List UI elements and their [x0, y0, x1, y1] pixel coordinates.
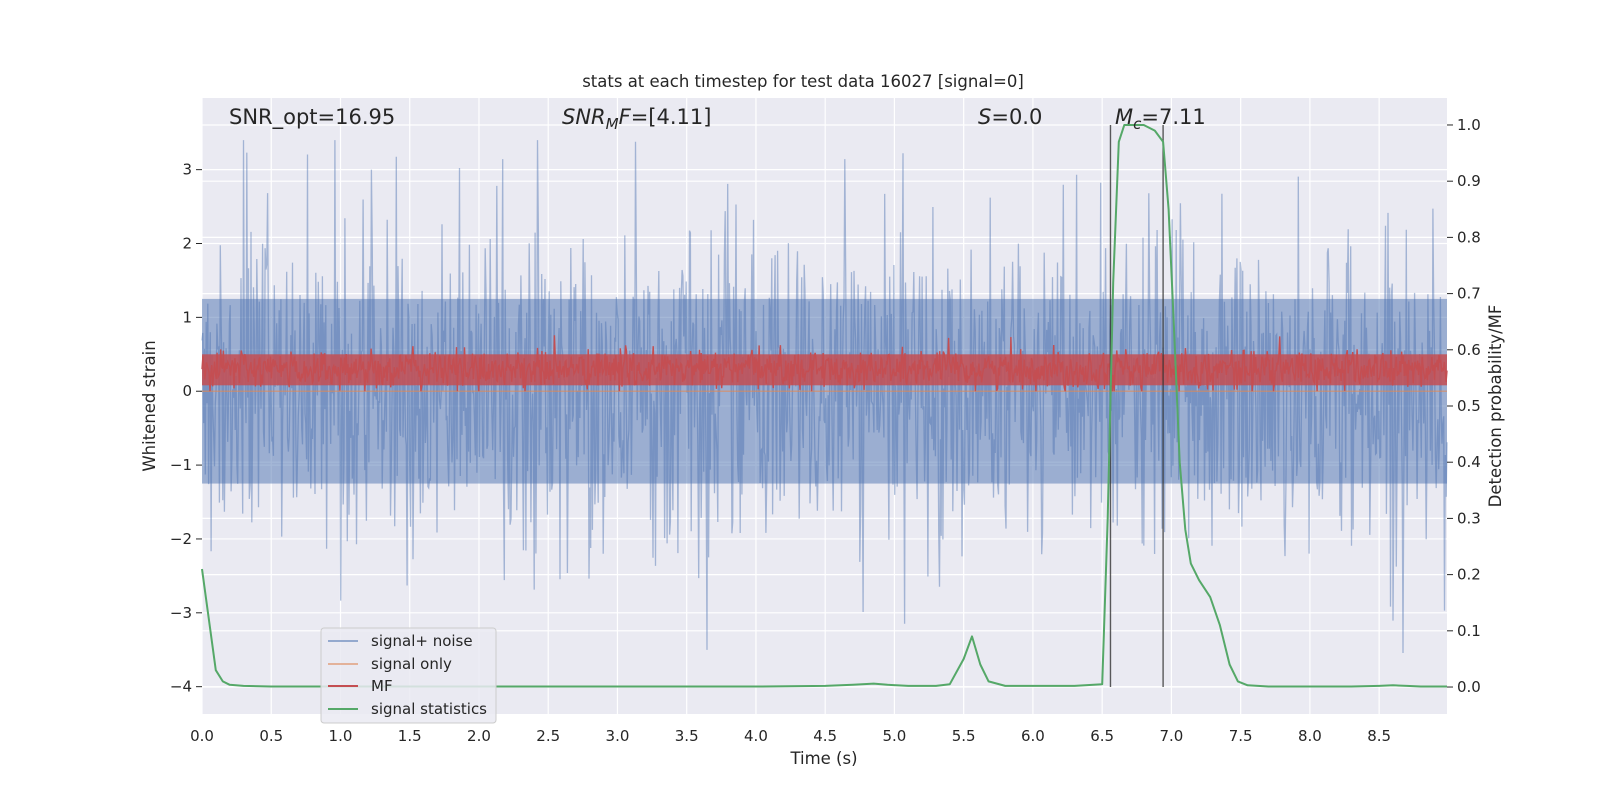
legend: signal+ noise signal only MF signal stat…	[320, 627, 497, 724]
tick-labels: 0.0 0.5 1.0 1.5 2.0 2.5 3.0 3.5 4.0 4.5 5.0 5.5 6.0 6…	[170, 116, 1481, 745]
y-tick-label-left-4: −1	[170, 456, 192, 474]
annotation-snr-mf-sub: M	[606, 115, 619, 133]
legend-label-mf: MF	[371, 677, 393, 695]
annotation-mc: Mc=7.11	[1115, 105, 1206, 133]
y-axis-label-right: Detection probability/MF	[1486, 305, 1505, 508]
y-tick-label-right-10: 0.0	[1457, 678, 1481, 696]
annotation-s: S=0.0	[978, 105, 1042, 129]
x-axis-label: Time (s)	[789, 749, 857, 768]
annotation-snr-opt: SNR_opt=16.95	[229, 105, 395, 130]
y-tick-label-left-3: 0	[182, 382, 192, 400]
x-tick-label-1: 0.5	[259, 727, 283, 745]
x-tick-label-15: 7.5	[1229, 727, 1253, 745]
annotation-mc-rest: =7.11	[1141, 105, 1205, 129]
x-tick-label-12: 6.0	[1021, 727, 1045, 745]
y-tick-label-right-1: 0.9	[1457, 172, 1481, 190]
legend-label-signal-only: signal only	[371, 655, 452, 673]
y-tick-label-right-0: 1.0	[1457, 116, 1481, 134]
y-tick-label-right-9: 0.1	[1457, 622, 1481, 640]
x-tick-label-0: 0.0	[190, 727, 214, 745]
y-tick-label-left-0: 3	[182, 161, 192, 179]
annotation-s-rest: =0.0	[991, 105, 1042, 129]
y-tick-label-right-5: 0.5	[1457, 397, 1481, 415]
x-tick-label-13: 6.5	[1090, 727, 1114, 745]
x-tick-label-11: 5.5	[952, 727, 976, 745]
x-tick-label-17: 8.5	[1367, 727, 1391, 745]
y-tick-label-right-6: 0.4	[1457, 453, 1481, 471]
x-tick-label-6: 3.0	[606, 727, 630, 745]
x-tick-label-9: 4.5	[813, 727, 837, 745]
y-tick-label-left-7: −4	[170, 678, 192, 696]
annotation-mc-main: M	[1115, 105, 1133, 129]
x-tick-label-4: 2.0	[467, 727, 491, 745]
x-tick-label-2: 1.0	[329, 727, 353, 745]
y-tick-label-left-6: −3	[170, 604, 192, 622]
y-tick-label-left-5: −2	[170, 530, 192, 548]
y-tick-label-right-4: 0.6	[1457, 341, 1481, 359]
annotation-snr-mf-main: SNR	[562, 105, 606, 129]
annotation-snr-mf-rest-f: F	[619, 105, 632, 129]
y-tick-label-right-8: 0.2	[1457, 566, 1481, 584]
y-tick-label-left-1: 2	[182, 235, 192, 253]
annotation-s-main: S	[978, 105, 991, 129]
annotation-snr-mf-rest: =[4.11]	[631, 105, 712, 129]
x-tick-label-8: 4.0	[744, 727, 768, 745]
legend-box	[320, 627, 497, 724]
x-tick-label-14: 7.0	[1159, 727, 1183, 745]
y-tick-label-right-3: 0.7	[1457, 285, 1481, 303]
x-tick-label-10: 5.0	[883, 727, 907, 745]
y-tick-label-right-7: 0.3	[1457, 509, 1481, 527]
x-tick-label-7: 3.5	[675, 727, 699, 745]
signal-noise-line	[201, 140, 1448, 654]
y-tick-label-right-2: 0.8	[1457, 228, 1481, 246]
mf-line	[201, 335, 1448, 392]
annotation-mc-sub: c	[1133, 115, 1142, 133]
y-axis-label-left: Whitened strain	[140, 340, 159, 471]
mf-series	[201, 335, 1448, 392]
legend-label-signal-noise: signal+ noise	[371, 632, 473, 650]
legend-label-signal-statistics: signal statistics	[371, 700, 487, 718]
chart-title: stats at each timestep for test data 160…	[582, 72, 1024, 91]
x-tick-label-5: 2.5	[536, 727, 560, 745]
x-tick-label-3: 1.5	[398, 727, 422, 745]
x-tick-label-16: 8.0	[1298, 727, 1322, 745]
y-tick-label-left-2: 1	[182, 308, 192, 326]
annotation-snr-mf: SNRMF=[4.11]	[562, 105, 711, 133]
